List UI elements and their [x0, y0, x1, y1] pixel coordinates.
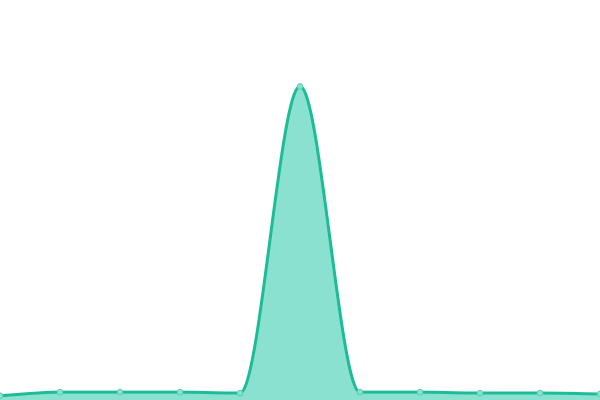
data-point-4[interactable] — [236, 389, 244, 397]
series-points-layer — [0, 83, 600, 400]
data-point-3[interactable] — [176, 388, 184, 396]
data-point-6[interactable] — [356, 388, 364, 396]
data-point-8[interactable] — [476, 389, 484, 397]
data-point-5[interactable] — [296, 83, 304, 90]
data-point-7[interactable] — [416, 388, 424, 396]
series-area — [0, 86, 600, 400]
data-point-9[interactable] — [536, 389, 544, 397]
data-point-10[interactable] — [596, 390, 600, 398]
data-point-1[interactable] — [56, 388, 64, 396]
data-point-0[interactable] — [0, 392, 4, 400]
series-area-layer — [0, 86, 600, 400]
data-point-2[interactable] — [116, 388, 124, 396]
